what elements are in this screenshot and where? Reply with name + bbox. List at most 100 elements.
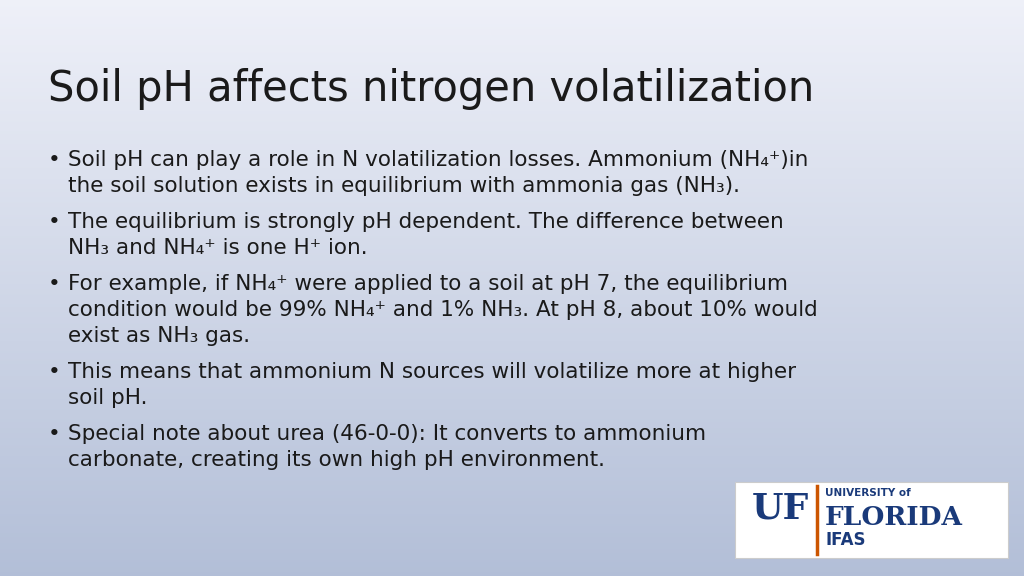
- Bar: [0, 121, 1024, 123]
- Bar: [0, 115, 1024, 116]
- Text: Soil pH can play a role in N volatilization losses. Ammonium (NH₄⁺)in: Soil pH can play a role in N volatilizat…: [68, 150, 808, 170]
- Bar: [0, 458, 1024, 460]
- Bar: [0, 124, 1024, 126]
- Bar: [0, 507, 1024, 508]
- Bar: [0, 69, 1024, 71]
- Bar: [0, 92, 1024, 93]
- Bar: [0, 289, 1024, 291]
- Bar: [0, 298, 1024, 300]
- Bar: [0, 300, 1024, 301]
- Bar: [0, 570, 1024, 571]
- Bar: [0, 154, 1024, 156]
- Bar: [0, 571, 1024, 573]
- Bar: [0, 278, 1024, 279]
- Bar: [0, 94, 1024, 95]
- Bar: [0, 213, 1024, 215]
- Bar: [0, 414, 1024, 415]
- Bar: [0, 310, 1024, 311]
- Bar: [0, 369, 1024, 370]
- Bar: [0, 32, 1024, 33]
- Bar: [0, 235, 1024, 236]
- Bar: [0, 445, 1024, 446]
- Bar: [0, 550, 1024, 552]
- Bar: [0, 135, 1024, 137]
- Bar: [0, 104, 1024, 105]
- Bar: [0, 481, 1024, 482]
- Bar: [0, 488, 1024, 490]
- Bar: [0, 501, 1024, 502]
- Bar: [0, 562, 1024, 563]
- Bar: [0, 212, 1024, 213]
- Bar: [0, 58, 1024, 59]
- Bar: [0, 320, 1024, 321]
- Bar: [0, 291, 1024, 293]
- Bar: [0, 461, 1024, 462]
- Bar: [0, 435, 1024, 437]
- Bar: [0, 223, 1024, 225]
- Bar: [0, 42, 1024, 43]
- Bar: [0, 274, 1024, 275]
- Bar: [0, 454, 1024, 455]
- Bar: [0, 189, 1024, 190]
- Bar: [0, 456, 1024, 458]
- Bar: [0, 338, 1024, 340]
- Bar: [0, 232, 1024, 233]
- Bar: [0, 529, 1024, 530]
- Bar: [0, 141, 1024, 143]
- Bar: [0, 554, 1024, 556]
- Bar: [0, 358, 1024, 360]
- Bar: [0, 264, 1024, 265]
- Bar: [0, 566, 1024, 567]
- Bar: [0, 518, 1024, 520]
- Text: condition would be 99% NH₄⁺ and 1% NH₃. At pH 8, about 10% would: condition would be 99% NH₄⁺ and 1% NH₃. …: [68, 300, 818, 320]
- Text: exist as NH₃ gas.: exist as NH₃ gas.: [68, 326, 250, 346]
- Bar: [0, 335, 1024, 337]
- Bar: [0, 514, 1024, 516]
- Bar: [0, 372, 1024, 373]
- Bar: [0, 494, 1024, 495]
- Bar: [0, 131, 1024, 132]
- Bar: [0, 468, 1024, 469]
- Bar: [0, 408, 1024, 409]
- Bar: [0, 196, 1024, 198]
- Bar: [0, 379, 1024, 380]
- Bar: [0, 311, 1024, 312]
- Bar: [0, 204, 1024, 206]
- Bar: [0, 207, 1024, 209]
- Bar: [0, 86, 1024, 88]
- Bar: [0, 343, 1024, 344]
- Bar: [0, 373, 1024, 374]
- Bar: [0, 176, 1024, 177]
- Bar: [0, 191, 1024, 193]
- Bar: [0, 508, 1024, 510]
- Bar: [0, 260, 1024, 262]
- Bar: [0, 258, 1024, 259]
- Bar: [0, 203, 1024, 204]
- Bar: [0, 383, 1024, 385]
- Bar: [0, 118, 1024, 120]
- Bar: [0, 400, 1024, 402]
- Bar: [0, 91, 1024, 92]
- Bar: [0, 84, 1024, 85]
- Bar: [0, 160, 1024, 161]
- Bar: [0, 365, 1024, 366]
- Bar: [0, 14, 1024, 16]
- Bar: [0, 490, 1024, 491]
- Bar: [0, 391, 1024, 392]
- Bar: [0, 492, 1024, 494]
- Bar: [0, 516, 1024, 517]
- Text: NH₃ and NH₄⁺ is one H⁺ ion.: NH₃ and NH₄⁺ is one H⁺ ion.: [68, 238, 368, 258]
- Bar: [0, 367, 1024, 369]
- Bar: [0, 328, 1024, 329]
- Bar: [0, 13, 1024, 14]
- Bar: [0, 415, 1024, 416]
- Bar: [0, 3, 1024, 5]
- Bar: [0, 71, 1024, 72]
- Text: This means that ammonium N sources will volatilize more at higher: This means that ammonium N sources will …: [68, 362, 796, 382]
- Bar: [0, 418, 1024, 419]
- Bar: [0, 380, 1024, 382]
- Bar: [0, 314, 1024, 316]
- Bar: [0, 48, 1024, 49]
- Bar: [0, 10, 1024, 12]
- Bar: [0, 72, 1024, 74]
